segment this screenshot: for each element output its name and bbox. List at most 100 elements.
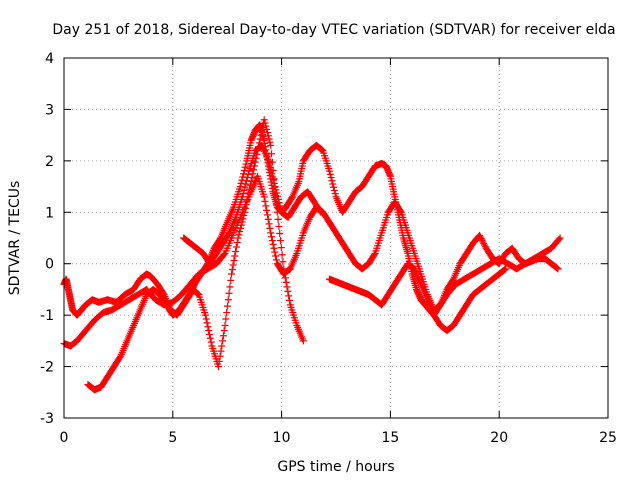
data-point bbox=[277, 205, 285, 213]
data-point bbox=[206, 334, 214, 342]
data-point bbox=[241, 204, 249, 212]
data-point bbox=[239, 173, 247, 181]
data-point bbox=[219, 332, 227, 340]
data-point bbox=[277, 244, 285, 252]
data-point bbox=[268, 233, 276, 241]
data-point bbox=[271, 183, 279, 191]
data-point bbox=[224, 296, 232, 304]
data-point bbox=[329, 180, 337, 188]
x-tick-label: 0 bbox=[60, 430, 69, 446]
data-point bbox=[284, 287, 292, 295]
data-point bbox=[232, 243, 240, 251]
data-point bbox=[481, 241, 489, 249]
data-point bbox=[325, 167, 333, 175]
data-point bbox=[201, 311, 209, 319]
data-point bbox=[258, 127, 266, 135]
data-point bbox=[225, 230, 233, 238]
data-point bbox=[220, 251, 228, 259]
y-tick-label: 0 bbox=[45, 257, 54, 273]
data-point bbox=[330, 183, 338, 191]
data-point bbox=[219, 337, 227, 345]
data-point bbox=[238, 193, 246, 201]
data-point bbox=[240, 186, 248, 194]
data-point bbox=[279, 258, 287, 266]
data-point bbox=[272, 256, 280, 264]
y-tick-label: 4 bbox=[45, 51, 54, 67]
data-point bbox=[263, 129, 271, 137]
data-point bbox=[331, 190, 339, 198]
data-point bbox=[265, 135, 273, 143]
data-point bbox=[266, 224, 274, 232]
data-point bbox=[501, 266, 509, 273]
data-point bbox=[256, 135, 264, 143]
data-point bbox=[556, 234, 564, 242]
data-point bbox=[240, 167, 248, 174]
data-point bbox=[243, 174, 251, 182]
data-point bbox=[225, 289, 233, 297]
data-point bbox=[257, 131, 265, 139]
data-point bbox=[269, 240, 277, 248]
data-point bbox=[243, 177, 251, 185]
data-point bbox=[205, 327, 213, 335]
data-point bbox=[239, 190, 247, 198]
data-point bbox=[268, 237, 276, 245]
data-point bbox=[242, 160, 250, 168]
data-point bbox=[207, 338, 215, 346]
data-point bbox=[236, 228, 244, 236]
data-point bbox=[237, 179, 245, 187]
y-tick-label: 1 bbox=[45, 205, 54, 221]
data-point bbox=[236, 183, 244, 191]
data-point bbox=[288, 194, 296, 202]
data-point bbox=[502, 265, 510, 273]
data-point bbox=[223, 302, 231, 310]
data-point bbox=[299, 337, 307, 345]
data-point bbox=[243, 197, 251, 205]
data-point bbox=[238, 176, 246, 184]
data-point bbox=[238, 218, 246, 226]
data-point bbox=[116, 354, 124, 362]
data-point bbox=[203, 319, 211, 327]
data-point bbox=[251, 158, 259, 166]
series-track-a bbox=[60, 121, 564, 319]
data-point bbox=[267, 167, 275, 174]
data-point bbox=[478, 236, 486, 244]
data-point bbox=[318, 146, 326, 154]
data-point bbox=[204, 323, 212, 331]
data-point bbox=[327, 174, 335, 182]
data-point bbox=[262, 202, 270, 210]
data-point bbox=[281, 269, 289, 277]
data-point bbox=[262, 122, 270, 130]
data-point bbox=[272, 186, 280, 194]
data-point bbox=[216, 352, 224, 360]
data-point bbox=[222, 315, 230, 323]
data-point bbox=[221, 321, 229, 329]
data-point bbox=[276, 230, 284, 237]
data-point bbox=[273, 189, 281, 197]
data-point bbox=[194, 290, 202, 298]
data-point bbox=[237, 221, 245, 229]
data-point bbox=[214, 363, 222, 371]
data-point bbox=[218, 342, 226, 350]
data-point bbox=[227, 276, 235, 284]
y-tick-label: -1 bbox=[40, 308, 54, 324]
data-point bbox=[259, 123, 267, 131]
data-point bbox=[249, 170, 257, 178]
data-point bbox=[326, 170, 334, 178]
data-point bbox=[275, 222, 283, 230]
data-point bbox=[250, 166, 258, 174]
y-tick-label: 3 bbox=[45, 102, 54, 118]
data-point bbox=[217, 347, 225, 355]
data-point bbox=[476, 233, 484, 241]
data-point bbox=[283, 283, 291, 291]
data-point bbox=[500, 266, 508, 274]
data-point bbox=[480, 239, 488, 247]
data-point bbox=[263, 206, 271, 214]
data-point bbox=[263, 211, 271, 219]
data-point bbox=[263, 125, 271, 133]
data-point bbox=[246, 185, 254, 193]
data-point bbox=[235, 231, 243, 239]
data-point bbox=[317, 145, 325, 153]
data-point bbox=[449, 276, 457, 284]
data-point bbox=[268, 150, 276, 158]
